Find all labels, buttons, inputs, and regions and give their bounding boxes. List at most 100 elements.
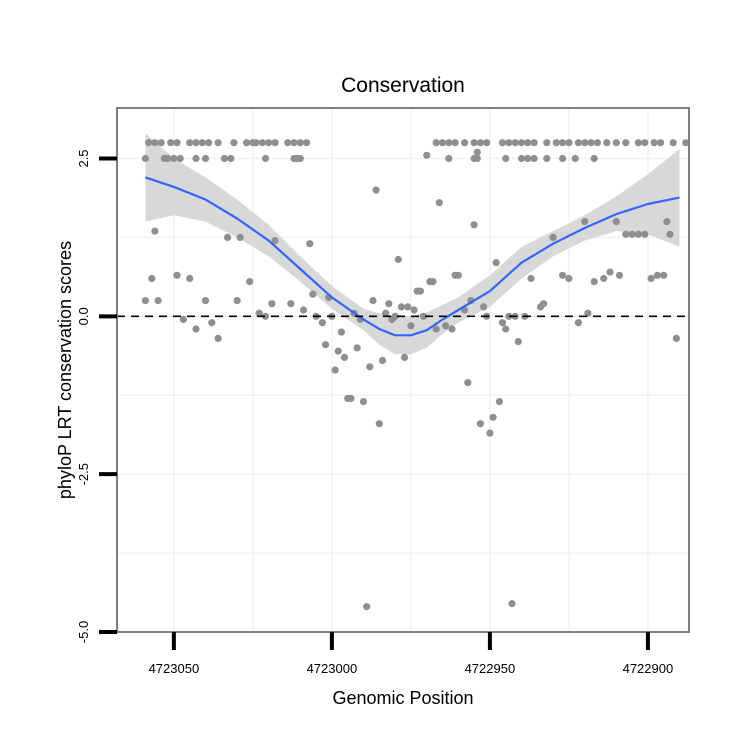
data-point (296, 139, 304, 147)
x-tick-label: 4722900 (623, 661, 674, 676)
data-point (227, 154, 235, 163)
data-point (464, 379, 472, 387)
data-point (581, 139, 589, 147)
data-point (255, 309, 263, 317)
data-point (157, 139, 165, 147)
data-point (612, 139, 620, 147)
data-point (375, 420, 383, 428)
data-point (502, 325, 510, 333)
data-point (641, 139, 649, 147)
data-point (271, 139, 279, 147)
data-point (660, 271, 668, 279)
panel-border (116, 107, 690, 633)
data-point (517, 139, 526, 147)
data-point (653, 271, 662, 279)
data-point (170, 154, 178, 163)
data-point (407, 322, 415, 330)
data-point (480, 303, 488, 311)
data-point (167, 139, 175, 147)
data-point (296, 154, 304, 163)
data-point (483, 139, 491, 147)
x-tick-label: 4723050 (149, 661, 200, 676)
data-point (179, 315, 187, 324)
data-point (559, 139, 567, 147)
data-point (220, 154, 228, 163)
data-point (540, 300, 548, 308)
data-point (290, 139, 298, 147)
x-axis-title: Genomic Position (332, 688, 473, 708)
data-point (622, 230, 630, 238)
data-point (442, 322, 450, 330)
data-point (511, 139, 519, 147)
data-point (141, 297, 149, 305)
data-point (530, 154, 538, 163)
data-point (154, 297, 162, 305)
data-point (502, 154, 510, 163)
data-point (306, 240, 314, 248)
y-tick-label: -5.0 (76, 621, 91, 643)
data-point (574, 319, 583, 327)
data-point (549, 233, 557, 241)
data-point (622, 139, 630, 147)
data-point (337, 328, 345, 336)
data-point (394, 255, 402, 264)
data-point (565, 274, 573, 283)
data-point (612, 218, 620, 226)
data-point (590, 154, 598, 163)
data-point (571, 154, 579, 163)
data-point (498, 139, 507, 147)
data-point (173, 271, 181, 279)
y-axis-title: phyloP LRT conservation scores (55, 241, 75, 499)
data-point (429, 278, 437, 286)
data-point (672, 334, 681, 342)
confidence-band (145, 133, 680, 355)
chart-title: Conservation (341, 74, 465, 97)
data-point (587, 139, 595, 147)
data-point (445, 139, 453, 147)
y-tick-label: 0.0 (76, 307, 91, 325)
data-point (628, 230, 636, 238)
data-point (470, 221, 478, 229)
data-point (423, 151, 431, 159)
data-point (448, 325, 456, 333)
data-point (271, 237, 279, 245)
data-point (359, 398, 368, 406)
data-point (369, 297, 377, 305)
data-point (363, 603, 371, 611)
data-point (148, 274, 156, 283)
y-tick-label: -2.5 (76, 463, 91, 485)
data-point (261, 312, 270, 320)
data-point (258, 139, 266, 147)
data-point (419, 312, 428, 320)
data-point (303, 139, 311, 147)
data-point (543, 154, 551, 163)
data-point (524, 139, 532, 147)
x-tick-label: 4723000 (307, 661, 358, 676)
data-point (634, 230, 643, 238)
y-tick-label: 2.5 (76, 149, 91, 167)
data-point (476, 139, 484, 147)
data-point (141, 154, 149, 163)
data-point (454, 271, 462, 279)
data-point (527, 274, 535, 283)
data-point (514, 338, 522, 346)
data-point (261, 154, 270, 163)
data-point (470, 139, 478, 147)
data-point (391, 312, 399, 320)
data-point (265, 139, 273, 147)
y-axis: -5.0 -2.5 0.0 2.5 (76, 149, 117, 643)
data-point (284, 139, 292, 147)
data-point (382, 309, 390, 317)
data-point (334, 347, 342, 355)
data-point (214, 139, 222, 147)
data-point (489, 413, 497, 421)
data-point (445, 154, 453, 163)
data-point (451, 139, 459, 147)
data-point (145, 139, 153, 147)
data-point (205, 139, 213, 147)
data-point (666, 230, 674, 238)
data-point (366, 363, 374, 371)
data-point (663, 218, 671, 226)
data-point (347, 394, 355, 402)
data-point (378, 356, 387, 365)
